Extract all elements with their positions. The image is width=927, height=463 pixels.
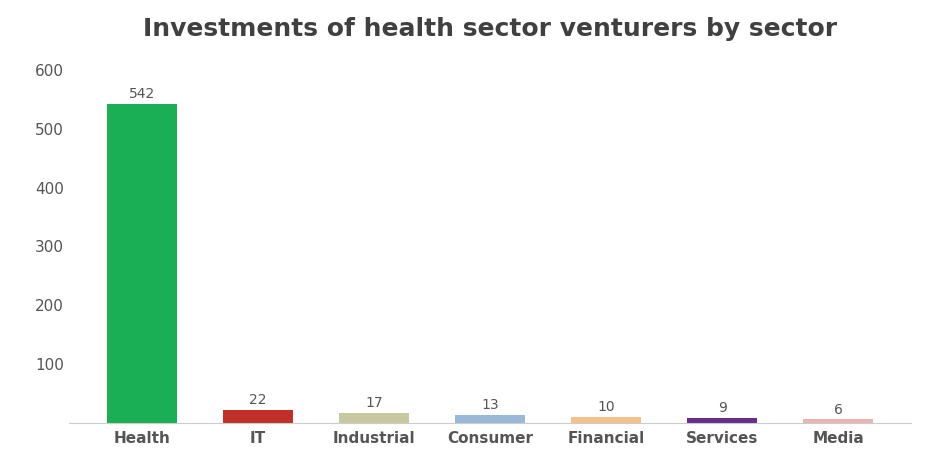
Text: 9: 9 — [717, 401, 726, 415]
Text: 22: 22 — [249, 393, 267, 407]
Text: 6: 6 — [833, 402, 842, 417]
Bar — [571, 417, 641, 423]
Title: Investments of health sector venturers by sector: Investments of health sector venturers b… — [143, 17, 836, 41]
Bar — [339, 413, 409, 423]
Text: 10: 10 — [597, 400, 615, 414]
Bar — [455, 415, 525, 423]
Text: 17: 17 — [365, 396, 383, 410]
Bar — [803, 419, 872, 423]
Bar — [223, 410, 293, 423]
Bar — [687, 418, 756, 423]
Bar — [108, 104, 177, 423]
Text: 542: 542 — [129, 87, 155, 101]
Text: 13: 13 — [481, 398, 499, 413]
